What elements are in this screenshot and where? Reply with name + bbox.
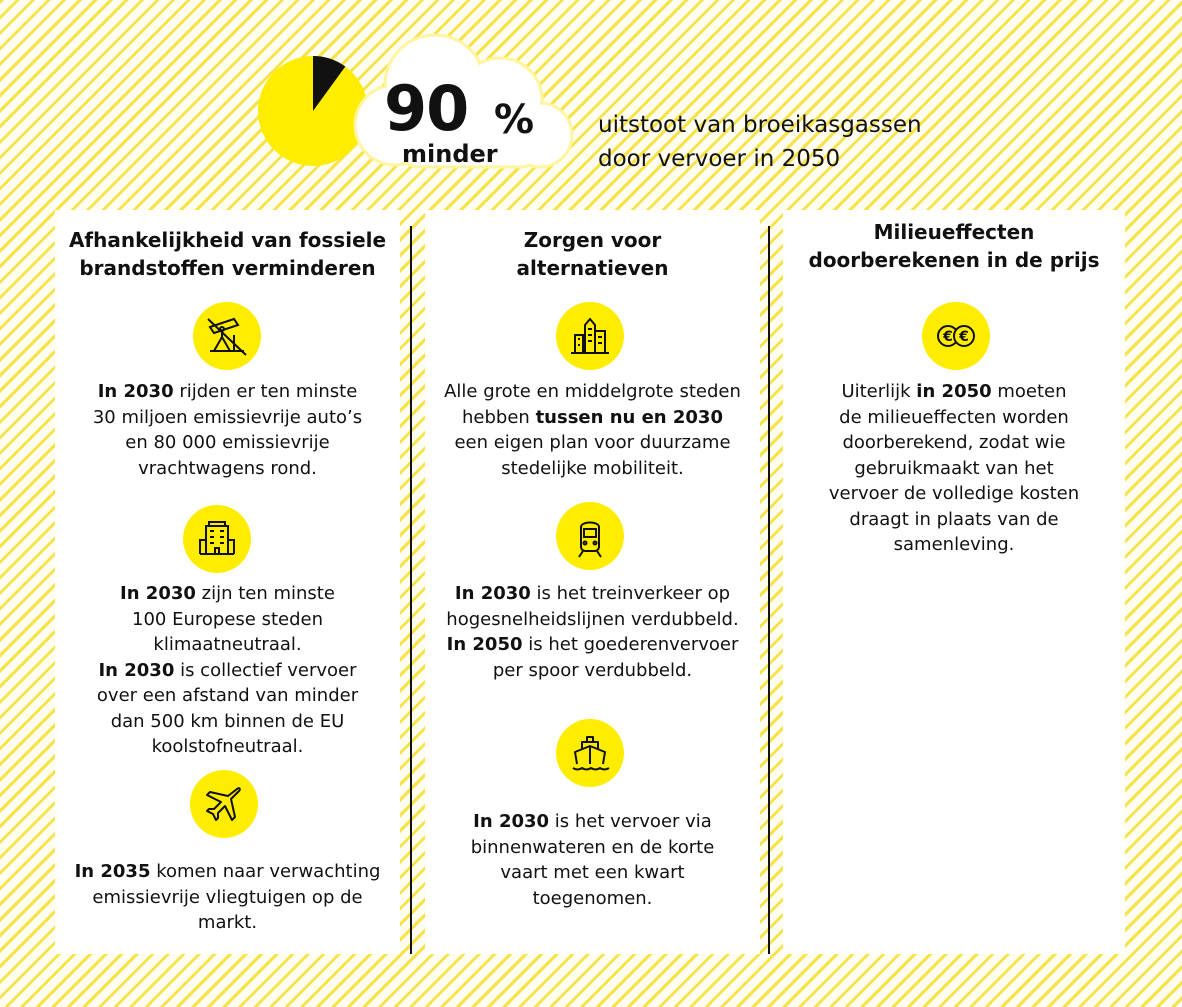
headline-line-2: door vervoer in 2050 xyxy=(598,146,841,172)
column-title: Milieueffecten doorberekenen in de prijs xyxy=(783,218,1125,274)
bold-text: In 2035 xyxy=(74,861,151,882)
paragraph-aircraft: In 2035 komen naar verwachting emissievr… xyxy=(55,859,400,936)
column-divider xyxy=(768,226,770,954)
text-line: klimaatneutraal. xyxy=(153,634,302,655)
text-line: samenleving. xyxy=(893,534,1015,555)
headline-sub: minder xyxy=(402,140,498,168)
column-title-line-1: Afhankelijkheid van fossiele xyxy=(68,228,387,252)
text: hebben xyxy=(462,406,536,428)
bold-text: In 2030 xyxy=(120,583,196,604)
text-line: 30 miljoen emissievrije auto’s xyxy=(92,406,363,428)
text-line: een eigen plan voor duurzame xyxy=(454,432,731,453)
text-line: per spoor verdubbeld. xyxy=(492,659,693,681)
column-alternatives: Zorgen voor alternatieven Alle grote en … xyxy=(425,210,760,954)
text-line: over een afstand van minder xyxy=(96,685,359,706)
text-line: binnenwateren en de korte xyxy=(470,836,715,858)
text-line: vervoer de volledige kosten xyxy=(828,483,1080,504)
bold-text: In 2030 xyxy=(454,583,531,604)
paragraph-cars: In 2030 rijden er ten minste 30 miljoen … xyxy=(55,379,400,481)
column-title: Afhankelijkheid van fossiele brandstoffe… xyxy=(55,226,400,282)
text-line: Alle grote en middelgrote steden xyxy=(444,381,741,402)
column-title-line-1: Milieueffecten xyxy=(873,220,1035,244)
column-fossil: Afhankelijkheid van fossiele brandstoffe… xyxy=(55,210,400,954)
bold-text: In 2030 xyxy=(98,659,175,681)
text-line: vaart met een kwart xyxy=(500,862,685,883)
headline-number: 90 xyxy=(384,72,469,145)
text: Uiterlijk xyxy=(841,381,917,402)
skyline-icon xyxy=(556,302,624,370)
text: komen naar verwachting xyxy=(150,861,381,882)
column-title-line-2: alternatieven xyxy=(516,256,669,280)
text-line: koolstofneutraal. xyxy=(151,736,304,757)
text-line: dan 500 km binnen de EU xyxy=(110,710,345,732)
column-pricing: Milieueffecten doorberekenen in de prijs… xyxy=(783,210,1125,954)
svg-text:€: € xyxy=(958,329,969,345)
column-divider xyxy=(410,226,412,954)
cloud-shape xyxy=(353,33,574,169)
text-line: en 80 000 emissievrije xyxy=(125,432,330,453)
text-line: de milieueffecten worden xyxy=(839,406,1069,428)
text-line: vrachtwagens rond. xyxy=(138,457,317,479)
text-line: toegenomen. xyxy=(532,887,653,909)
airplane-icon xyxy=(190,770,258,838)
text: moeten xyxy=(991,381,1067,402)
paragraph-urban-plan: Alle grote en middelgrote steden hebben … xyxy=(425,379,760,481)
text-line: markt. xyxy=(197,912,258,933)
text: is collectief vervoer xyxy=(174,659,357,681)
text-line: hogesnelheidslijnen verdubbeld. xyxy=(446,608,739,630)
paragraph-pricing: Uiterlijk in 2050 moeten de milieueffect… xyxy=(783,379,1125,558)
euro-coins-icon: € € xyxy=(922,302,990,370)
text-line: stedelijke mobiliteit. xyxy=(501,457,684,479)
header: 90 % minder uitstoot van broeikasgassen … xyxy=(0,0,1182,200)
text-line: gebruikmaakt van het xyxy=(854,457,1054,479)
column-title-line-2: doorberekenen in de prijs xyxy=(808,248,1100,272)
svg-text:€: € xyxy=(942,329,953,345)
pie-chart-icon xyxy=(258,56,368,166)
bold-text: In 2030 xyxy=(473,811,550,832)
bold-text: In 2050 xyxy=(446,634,523,655)
text: zijn ten minste xyxy=(195,583,335,604)
text-line: draagt in plaats van de xyxy=(849,508,1059,530)
column-title: Zorgen voor alternatieven xyxy=(425,226,760,282)
headline-unit: % xyxy=(494,97,535,143)
bold-text: in 2050 xyxy=(916,381,992,402)
bold-text: In 2030 xyxy=(97,381,174,402)
text-line: emissievrije vliegtuigen op de xyxy=(92,886,363,908)
paragraph-rail: In 2030 is het treinverkeer op hogesnelh… xyxy=(425,581,760,683)
text: rijden er ten minste xyxy=(173,381,358,402)
train-icon xyxy=(556,502,624,570)
city-building-icon xyxy=(183,505,251,573)
bold-text: tussen nu en 2030 xyxy=(535,406,723,428)
headline-description: uitstoot van broeikasgassen door vervoer… xyxy=(598,108,958,176)
paragraph-waterways: In 2030 is het vervoer via binnenwateren… xyxy=(425,809,760,911)
column-title-line-1: Zorgen voor xyxy=(523,228,662,252)
text: is het goederenvervoer xyxy=(522,634,739,655)
text: is het treinverkeer op xyxy=(530,583,731,604)
text-line: 100 Europese steden xyxy=(132,608,323,630)
text-line: doorberekend, zodat wie xyxy=(842,432,1066,453)
oil-pump-crossed-icon xyxy=(193,302,261,370)
column-title-line-2: brandstoffen verminderen xyxy=(79,256,376,280)
headline-line-1: uitstoot van broeikasgassen xyxy=(598,112,922,138)
text: is het vervoer via xyxy=(549,811,712,832)
ship-icon xyxy=(556,719,624,787)
paragraph-cities: In 2030 zijn ten minste 100 Europese ste… xyxy=(55,581,400,760)
